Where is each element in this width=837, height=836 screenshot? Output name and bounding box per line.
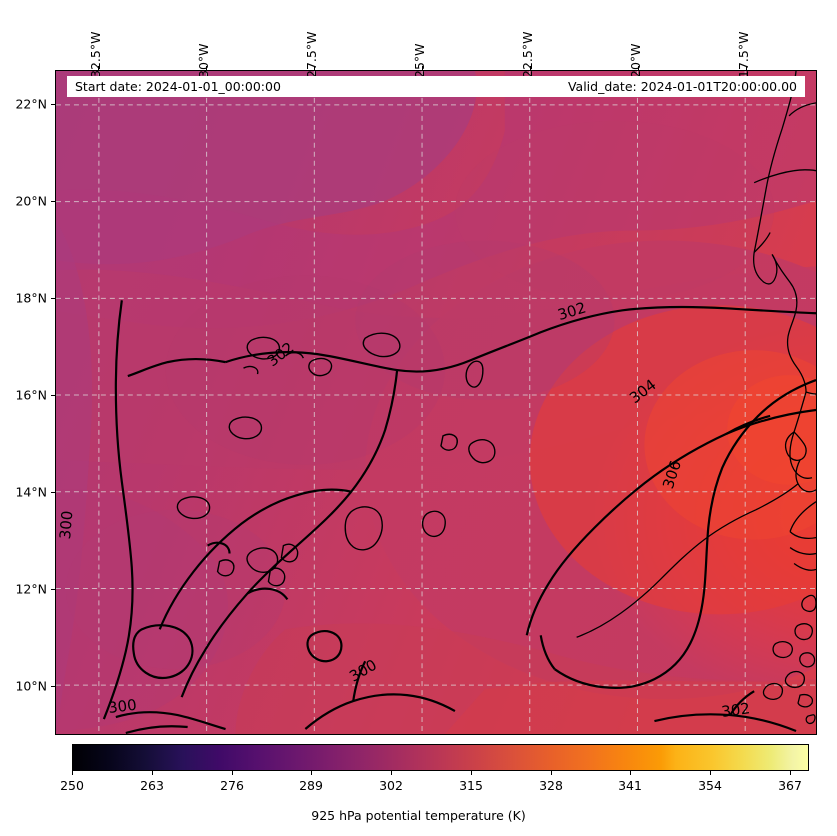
cb-tickmark bbox=[391, 771, 392, 775]
cb-tickmark bbox=[710, 771, 711, 775]
start-date-label: Start date: 2024-01-01_00:00:00 bbox=[75, 79, 281, 94]
cb-tick-label: 354 bbox=[698, 778, 722, 793]
gridlines bbox=[56, 71, 816, 734]
cabo-verde-islands bbox=[176, 332, 496, 587]
cb-tick-label: 328 bbox=[539, 778, 563, 793]
cb-tick-label: 276 bbox=[220, 778, 244, 793]
x-tick-label: 27.5°W bbox=[304, 31, 319, 78]
x-tick-label: 22.5°W bbox=[520, 31, 535, 78]
y-tick-label: 18°N bbox=[15, 290, 47, 306]
y-tick-label: 14°N bbox=[15, 484, 47, 500]
x-tick-label: 20°W bbox=[628, 43, 643, 78]
x-tick-label: 30°W bbox=[196, 43, 211, 78]
y-tickmark bbox=[51, 298, 55, 299]
contour-label: 300 bbox=[56, 510, 76, 540]
x-tickmark bbox=[638, 66, 639, 70]
colorbar[interactable] bbox=[72, 744, 809, 771]
contour-label: 302 bbox=[556, 299, 589, 325]
contour-label: 304 bbox=[626, 376, 660, 408]
x-tickmark bbox=[746, 66, 747, 70]
contour-labels: 302 302 304 306 300 300 300 302 bbox=[56, 299, 751, 721]
cb-tickmark bbox=[232, 771, 233, 775]
cb-tick-label: 263 bbox=[140, 778, 164, 793]
contour-label: 302 bbox=[264, 339, 298, 371]
x-tickmark bbox=[422, 66, 423, 70]
cb-tickmark bbox=[152, 771, 153, 775]
cb-tick-label: 289 bbox=[299, 778, 323, 793]
cb-tick-label: 315 bbox=[459, 778, 483, 793]
contour-label: 300 bbox=[107, 696, 138, 717]
cb-tickmark bbox=[551, 771, 552, 775]
cb-tickmark bbox=[471, 771, 472, 775]
map-axes[interactable]: 302 302 304 306 300 300 300 302 bbox=[55, 70, 817, 735]
y-tickmark bbox=[51, 201, 55, 202]
x-tickmark bbox=[530, 66, 531, 70]
y-tick-label: 16°N bbox=[15, 387, 47, 403]
y-tickmark bbox=[51, 686, 55, 687]
x-tickmark bbox=[206, 66, 207, 70]
valid-date-label: Valid_date: 2024-01-01T20:00:00.00 bbox=[567, 79, 797, 94]
y-tickmark bbox=[51, 395, 55, 396]
x-tickmark bbox=[314, 66, 315, 70]
cb-tick-label: 367 bbox=[778, 778, 802, 793]
contour-lines bbox=[102, 300, 816, 734]
x-tickmark bbox=[98, 66, 99, 70]
x-tick-label: 25°W bbox=[412, 43, 427, 78]
y-tick-label: 10°N bbox=[15, 678, 47, 694]
y-tickmark bbox=[51, 589, 55, 590]
cb-tickmark bbox=[790, 771, 791, 775]
y-tick-label: 20°N bbox=[15, 193, 47, 209]
cb-tick-label: 302 bbox=[379, 778, 403, 793]
contour-label: 306 bbox=[659, 458, 685, 491]
cb-tickmark bbox=[311, 771, 312, 775]
coastlines bbox=[576, 71, 816, 725]
cb-tick-label: 341 bbox=[618, 778, 642, 793]
contour-label: 300 bbox=[346, 656, 380, 686]
x-tick-label: 32.5°W bbox=[88, 31, 103, 78]
contour-label: 302 bbox=[720, 699, 751, 721]
colorbar-axis-label: 925 hPa potential temperature (K) bbox=[311, 808, 526, 823]
y-tick-label: 12°N bbox=[15, 581, 47, 597]
y-tick-label: 22°N bbox=[15, 96, 47, 112]
cb-tickmark bbox=[630, 771, 631, 775]
y-tickmark bbox=[51, 492, 55, 493]
cb-tickmark bbox=[72, 771, 73, 775]
y-tickmark bbox=[51, 104, 55, 105]
cb-tick-label: 250 bbox=[60, 778, 84, 793]
map-overlay: 302 302 304 306 300 300 300 302 bbox=[56, 71, 816, 734]
title-banner: Start date: 2024-01-01_00:00:00 Valid_da… bbox=[67, 76, 805, 97]
x-tick-label: 17.5°W bbox=[736, 31, 751, 78]
